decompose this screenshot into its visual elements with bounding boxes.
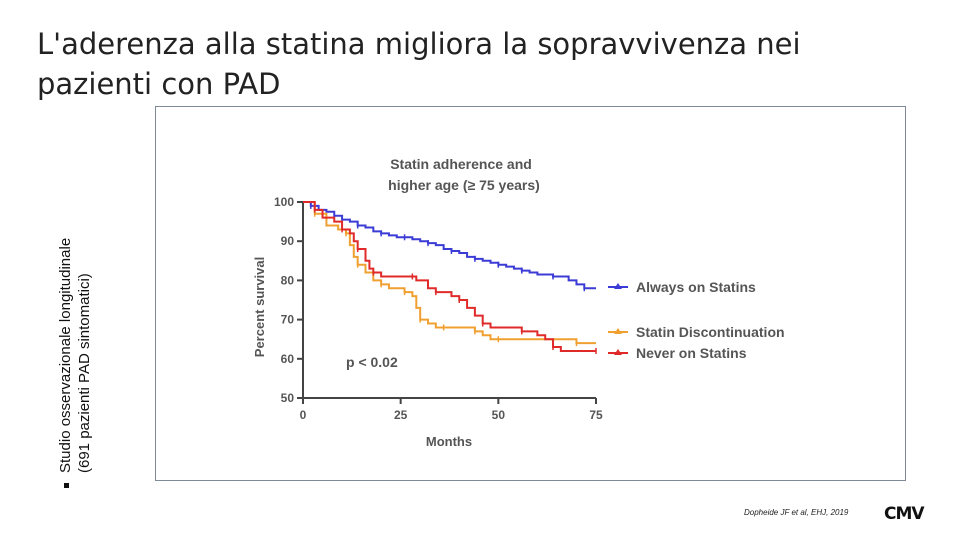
legend-label-always-on-statins: Always on Statins — [636, 279, 756, 295]
x-tick-label: 75 — [589, 408, 603, 422]
survival-chart: Statin adherence and higher age (≥ 75 ye… — [252, 156, 785, 449]
y-tick-label: 70 — [281, 313, 295, 327]
series-line-always-on-statins — [303, 201, 596, 290]
bullet-icon — [63, 483, 69, 488]
x-tick-label: 50 — [492, 408, 506, 422]
axes — [297, 201, 597, 404]
study-note-line1-text: Studio osservazionale longitudinale — [57, 237, 74, 473]
chart-title-line2: higher age (≥ 75 years) — [388, 177, 540, 193]
legend-marker-never-on-statins — [614, 349, 622, 355]
legend-marker-always-on-statins — [614, 283, 622, 289]
figure-frame: Statin adherence and higher age (≥ 75 ye… — [155, 106, 906, 481]
y-tick-label: 90 — [281, 234, 295, 248]
study-note-line2: (691 pazienti PAD sintomatici) — [76, 273, 93, 473]
x-tick-label: 0 — [300, 408, 307, 422]
series-lines — [303, 201, 597, 354]
y-tick-label: 100 — [274, 195, 294, 209]
chart-title-line1: Statin adherence and — [390, 156, 532, 172]
legend-label-never-on-statins: Never on Statins — [636, 345, 747, 361]
series-line-never-on-statins — [303, 201, 596, 352]
x-axis-label: Months — [426, 434, 472, 449]
cmv-logo: CMV — [884, 503, 934, 525]
y-axis-label: Percent survival — [252, 257, 267, 357]
study-note-line1: Studio osservazionale longitudinale — [56, 168, 75, 488]
legend-marker-statin-discontinuation — [614, 328, 622, 334]
study-note: Studio osservazionale longitudinale (691… — [56, 168, 94, 488]
slide-title: L'aderenza alla statina migliora la sopr… — [37, 27, 801, 101]
legend: Always on Statins Statin Discontinuation N… — [608, 279, 785, 361]
legend-label-statin-discontinuation: Statin Discontinuation — [636, 324, 785, 340]
logo-wordmark: CMV — [884, 504, 925, 524]
y-tick-label: 80 — [281, 273, 295, 287]
x-tick-labels: 0 25 50 75 — [300, 408, 603, 422]
citation: Dopheide JF et al, EHJ, 2019 — [744, 508, 849, 517]
y-tick-label: 50 — [281, 391, 295, 405]
y-tick-label: 60 — [281, 352, 295, 366]
p-value-annotation: p < 0.02 — [346, 354, 398, 370]
y-tick-labels: 50 60 70 80 90 100 — [274, 195, 294, 405]
x-tick-label: 25 — [394, 408, 408, 422]
series-line-statin-discontinuation — [303, 201, 596, 345]
